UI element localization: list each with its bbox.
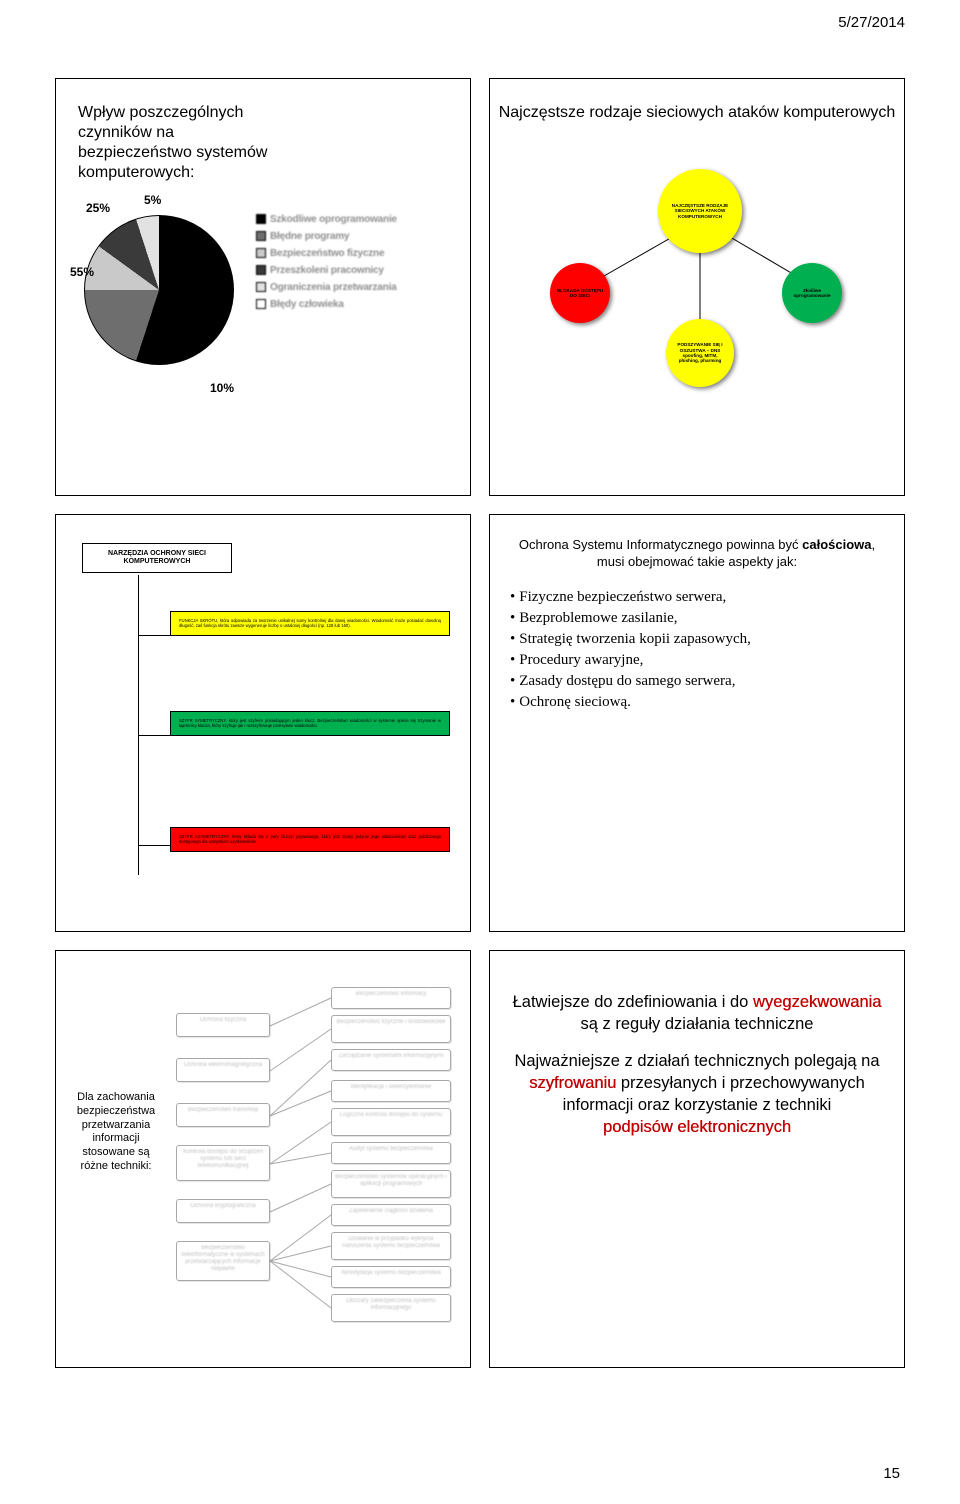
- figure-box: Identyfikacja i uwierzytelnianie: [332, 1081, 450, 1094]
- slide-1: Wpływ poszczególnych czynników na bezpie…: [55, 78, 471, 496]
- child-label: SZYFR SYMETRYCZNY, który jest szyfrem po…: [179, 718, 441, 728]
- list-item: Zasady dostępu do samego serwera,: [510, 671, 884, 692]
- figure-box: Bezpieczeństwo fizyczne i środowiskowe: [332, 1016, 450, 1029]
- legend-item: Szkodliwe oprogramowanie: [270, 214, 397, 225]
- child-label: SZYFR ASYMETRYCZNY, który składa się z p…: [179, 834, 441, 844]
- slide6-para-1: Najważniejsze z działań technicznych pol…: [512, 1050, 882, 1139]
- figure-box: Logiczna kontrola dostępu do systemu: [332, 1109, 450, 1122]
- slide3-root-label: NARZĘDZIA OCHRONY SIECI KOMPUTEROWYCH: [108, 550, 206, 565]
- slide2-title: Najczęstsze rodzaje sieciowych ataków ko…: [490, 103, 904, 123]
- diagram-node-right: Złośliwe oprogramowanie: [782, 263, 842, 323]
- header-date: 5/27/2014: [838, 14, 905, 31]
- tree-connector: [138, 575, 139, 875]
- pie-chart: [84, 215, 234, 365]
- legend-item: Ograniczenia przetwarzania: [270, 282, 397, 293]
- pie-label-25: 25%: [86, 201, 110, 215]
- diagram-node-mid: PODSZYWANIE SIĘ I OSZUSTWA – DNS spoofin…: [666, 319, 734, 387]
- figure-box: Audyt systemu bezpieczeństwa: [332, 1143, 450, 1156]
- text-run: Najważniejsze z działań technicznych pol…: [514, 1052, 879, 1070]
- list-item: Ochronę sieciową.: [510, 692, 884, 713]
- figure-box: Akredytacja systemu bezpieczeństwa: [332, 1267, 450, 1280]
- tree-connector: [138, 735, 170, 736]
- text-run-red: wyegzekwowania: [753, 993, 881, 1011]
- figure-box: Bezpieczeństwo systemów operacyjnych i a…: [332, 1171, 450, 1191]
- figure-box: Zapewnienie ciągłości działania: [332, 1205, 450, 1218]
- page-root: 5/27/2014 15 Wpływ poszczególnych czynni…: [0, 0, 960, 1504]
- slide3-child-2: SZYFR ASYMETRYCZNY, który składa się z p…: [170, 827, 450, 852]
- text-run: są z reguły działania techniczne: [581, 1015, 814, 1033]
- slide5-left-text: Dla zachowania bezpieczeństwa przetwarza…: [72, 1091, 160, 1174]
- diagram-node-left: BLOKADA DOSTĘPU DO SIECI: [550, 263, 610, 323]
- figure-box: Ochrona fizyczna: [177, 1014, 269, 1027]
- figure-box: Zarządzanie systemami informacyjnymi: [332, 1050, 450, 1063]
- slide6-para-0: Łatwiejsze do zdefiniowania i do wyegzek…: [512, 991, 882, 1036]
- legend-item: Błędne programy: [270, 231, 349, 242]
- figure-box: Bezpieczeństwo transmisji: [177, 1104, 269, 1117]
- slide6-body: Łatwiejsze do zdefiniowania i do wyegzek…: [490, 951, 904, 1175]
- text-run-red: podpisów elektronicznych: [512, 1116, 882, 1138]
- node-label: Złośliwe oprogramowanie: [788, 288, 836, 299]
- figure-box: Kontrola dostępu do urządzeń systemu lub…: [177, 1146, 269, 1173]
- tree-connector: [138, 845, 170, 846]
- list-item: Procedury awaryjne,: [510, 650, 884, 671]
- heading-part: Ochrona Systemu Informatycznego powinna …: [519, 537, 802, 552]
- footer-page-number: 15: [883, 1465, 900, 1482]
- node-label: PODSZYWANIE SIĘ I OSZUSTWA – DNS spoofin…: [672, 342, 728, 363]
- slide4-heading: Ochrona Systemu Informatycznego powinna …: [512, 537, 882, 571]
- figure-box: Bezpieczeństwo informacji: [332, 988, 450, 1001]
- diagram-node-root: NAJCZĘSTSZE RODZAJE SIECIOWYCH ATAKÓW KO…: [658, 169, 742, 253]
- pie-legend: Szkodliwe oprogramowanie Błędne programy…: [256, 211, 448, 313]
- slide-2: Najczęstsze rodzaje sieciowych ataków ko…: [489, 78, 905, 496]
- list-item: Strategię tworzenia kopii zapasowych,: [510, 629, 884, 650]
- legend-item: Przeszkoleni pracownicy: [270, 265, 384, 276]
- slide3-child-0: FUNKCJA SKRÓTU, która odpowiada za tworz…: [170, 611, 450, 636]
- slide-5: Dla zachowania bezpieczeństwa przetwarza…: [55, 950, 471, 1368]
- pie-label-55: 55%: [70, 265, 94, 279]
- slide5-figure: Ochrona fizyczna Ochrona elektromagnetyc…: [176, 981, 454, 1337]
- tree-connector: [138, 635, 170, 636]
- slide-4: Ochrona Systemu Informatycznego powinna …: [489, 514, 905, 932]
- legend-item: Bezpieczeństwo fizyczne: [270, 248, 384, 259]
- node-label: NAJCZĘSTSZE RODZAJE SIECIOWYCH ATAKÓW KO…: [664, 203, 736, 219]
- slides-grid: Wpływ poszczególnych czynników na bezpie…: [55, 78, 905, 1368]
- child-label: FUNKCJA SKRÓTU, która odpowiada za tworz…: [179, 618, 441, 628]
- pie-label-5: 5%: [144, 193, 161, 207]
- node-label: BLOKADA DOSTĘPU DO SIECI: [556, 288, 604, 299]
- legend-item: Błędy człowieka: [270, 299, 344, 310]
- slide3-root: NARZĘDZIA OCHRONY SIECI KOMPUTEROWYCH: [82, 543, 232, 573]
- figure-box: Ochrona elektromagnetyczna: [177, 1059, 269, 1072]
- slide-6: Łatwiejsze do zdefiniowania i do wyegzek…: [489, 950, 905, 1368]
- text-run-red: szyfrowaniu: [529, 1074, 616, 1092]
- slide-3: NARZĘDZIA OCHRONY SIECI KOMPUTEROWYCH FU…: [55, 514, 471, 932]
- heading-bold: całościowa: [802, 537, 871, 552]
- pie-label-10: 10%: [210, 381, 234, 395]
- slide3-child-1: SZYFR SYMETRYCZNY, który jest szyfrem po…: [170, 711, 450, 736]
- slide4-list: Fizyczne bezpieczeństwo serwera, Bezprob…: [510, 587, 884, 713]
- text-run: Łatwiejsze do zdefiniowania i do: [513, 993, 753, 1011]
- slide1-title: Wpływ poszczególnych czynników na bezpie…: [78, 103, 288, 183]
- list-item: Bezproblemowe zasilanie,: [510, 608, 884, 629]
- list-item: Fizyczne bezpieczeństwo serwera,: [510, 587, 884, 608]
- figure-box: Obszary zabezpieczenia systemu informacy…: [332, 1295, 450, 1315]
- slide1-chart: 55% 25% 5% 10% Szkodliwe oprogramowanie …: [74, 205, 452, 477]
- figure-box: Bezpieczeństwo teleinformatyczne w syste…: [177, 1242, 269, 1276]
- slide2-diagram: NAJCZĘSTSZE RODZAJE SIECIOWYCH ATAKÓW KO…: [490, 169, 904, 495]
- figure-box: Działanie w przypadku wykrycia naruszeni…: [332, 1233, 450, 1253]
- figure-box: Ochrona kryptograficzna: [177, 1200, 269, 1213]
